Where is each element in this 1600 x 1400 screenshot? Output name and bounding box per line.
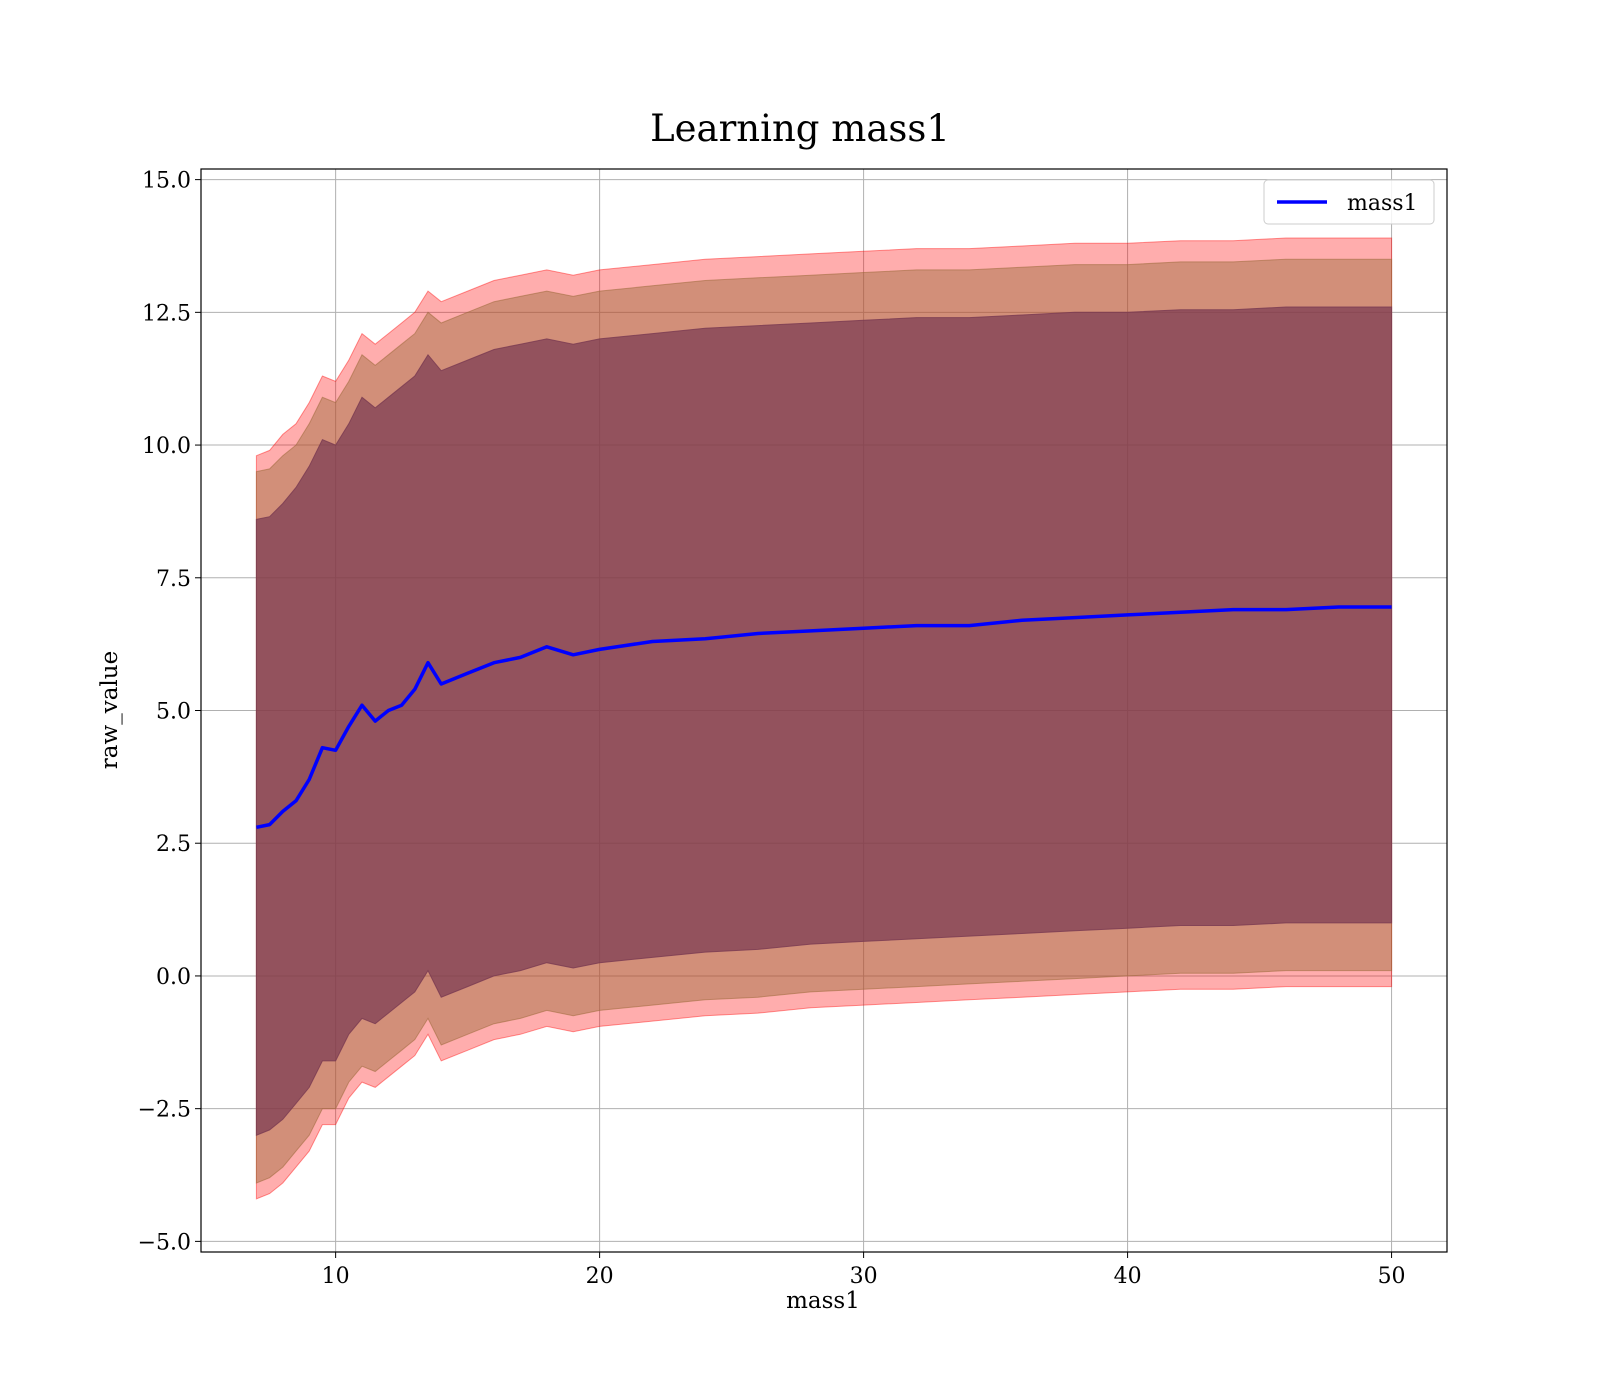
legend-frame — [1263, 179, 1435, 225]
y-tick-label: −5.0 — [138, 1230, 191, 1255]
y-tick-label: 5.0 — [156, 700, 191, 725]
y-tick-label: −2.5 — [138, 1098, 191, 1123]
y-axis-label: raw_value — [97, 651, 123, 769]
y-tick-label: 10.0 — [142, 434, 191, 459]
x-axis-label: mass1 — [786, 1288, 860, 1314]
x-tick-label: 20 — [586, 1264, 614, 1289]
chart-title: Learning mass1 — [650, 107, 950, 150]
y-tick-label: 7.5 — [156, 567, 191, 592]
band-3 — [255, 306, 1393, 1136]
x-tick-label: 30 — [850, 1264, 878, 1289]
series-line-mass1 — [256, 605, 1392, 830]
y-axis-ticks: −5.0 −2.5 0.0 2.5 5.0 7.5 10.0 12.5 15.0 — [138, 169, 201, 1255]
legend: mass1 — [1263, 179, 1435, 225]
confidence-bands — [255, 237, 1393, 1200]
plot-area — [200, 168, 1448, 1253]
x-tick-label: 10 — [322, 1264, 350, 1289]
y-tick-label: 12.5 — [142, 301, 191, 326]
x-tick-label: 50 — [1378, 1264, 1406, 1289]
x-tick-label: 40 — [1114, 1264, 1142, 1289]
x-axis-ticks: 10 20 30 40 50 — [322, 1252, 1406, 1289]
legend-entry-mass1: mass1 — [1347, 191, 1418, 216]
series-lines — [256, 605, 1392, 830]
y-tick-label: 15.0 — [142, 169, 191, 194]
y-tick-label: 2.5 — [156, 832, 191, 857]
y-tick-label: 0.0 — [156, 965, 191, 990]
